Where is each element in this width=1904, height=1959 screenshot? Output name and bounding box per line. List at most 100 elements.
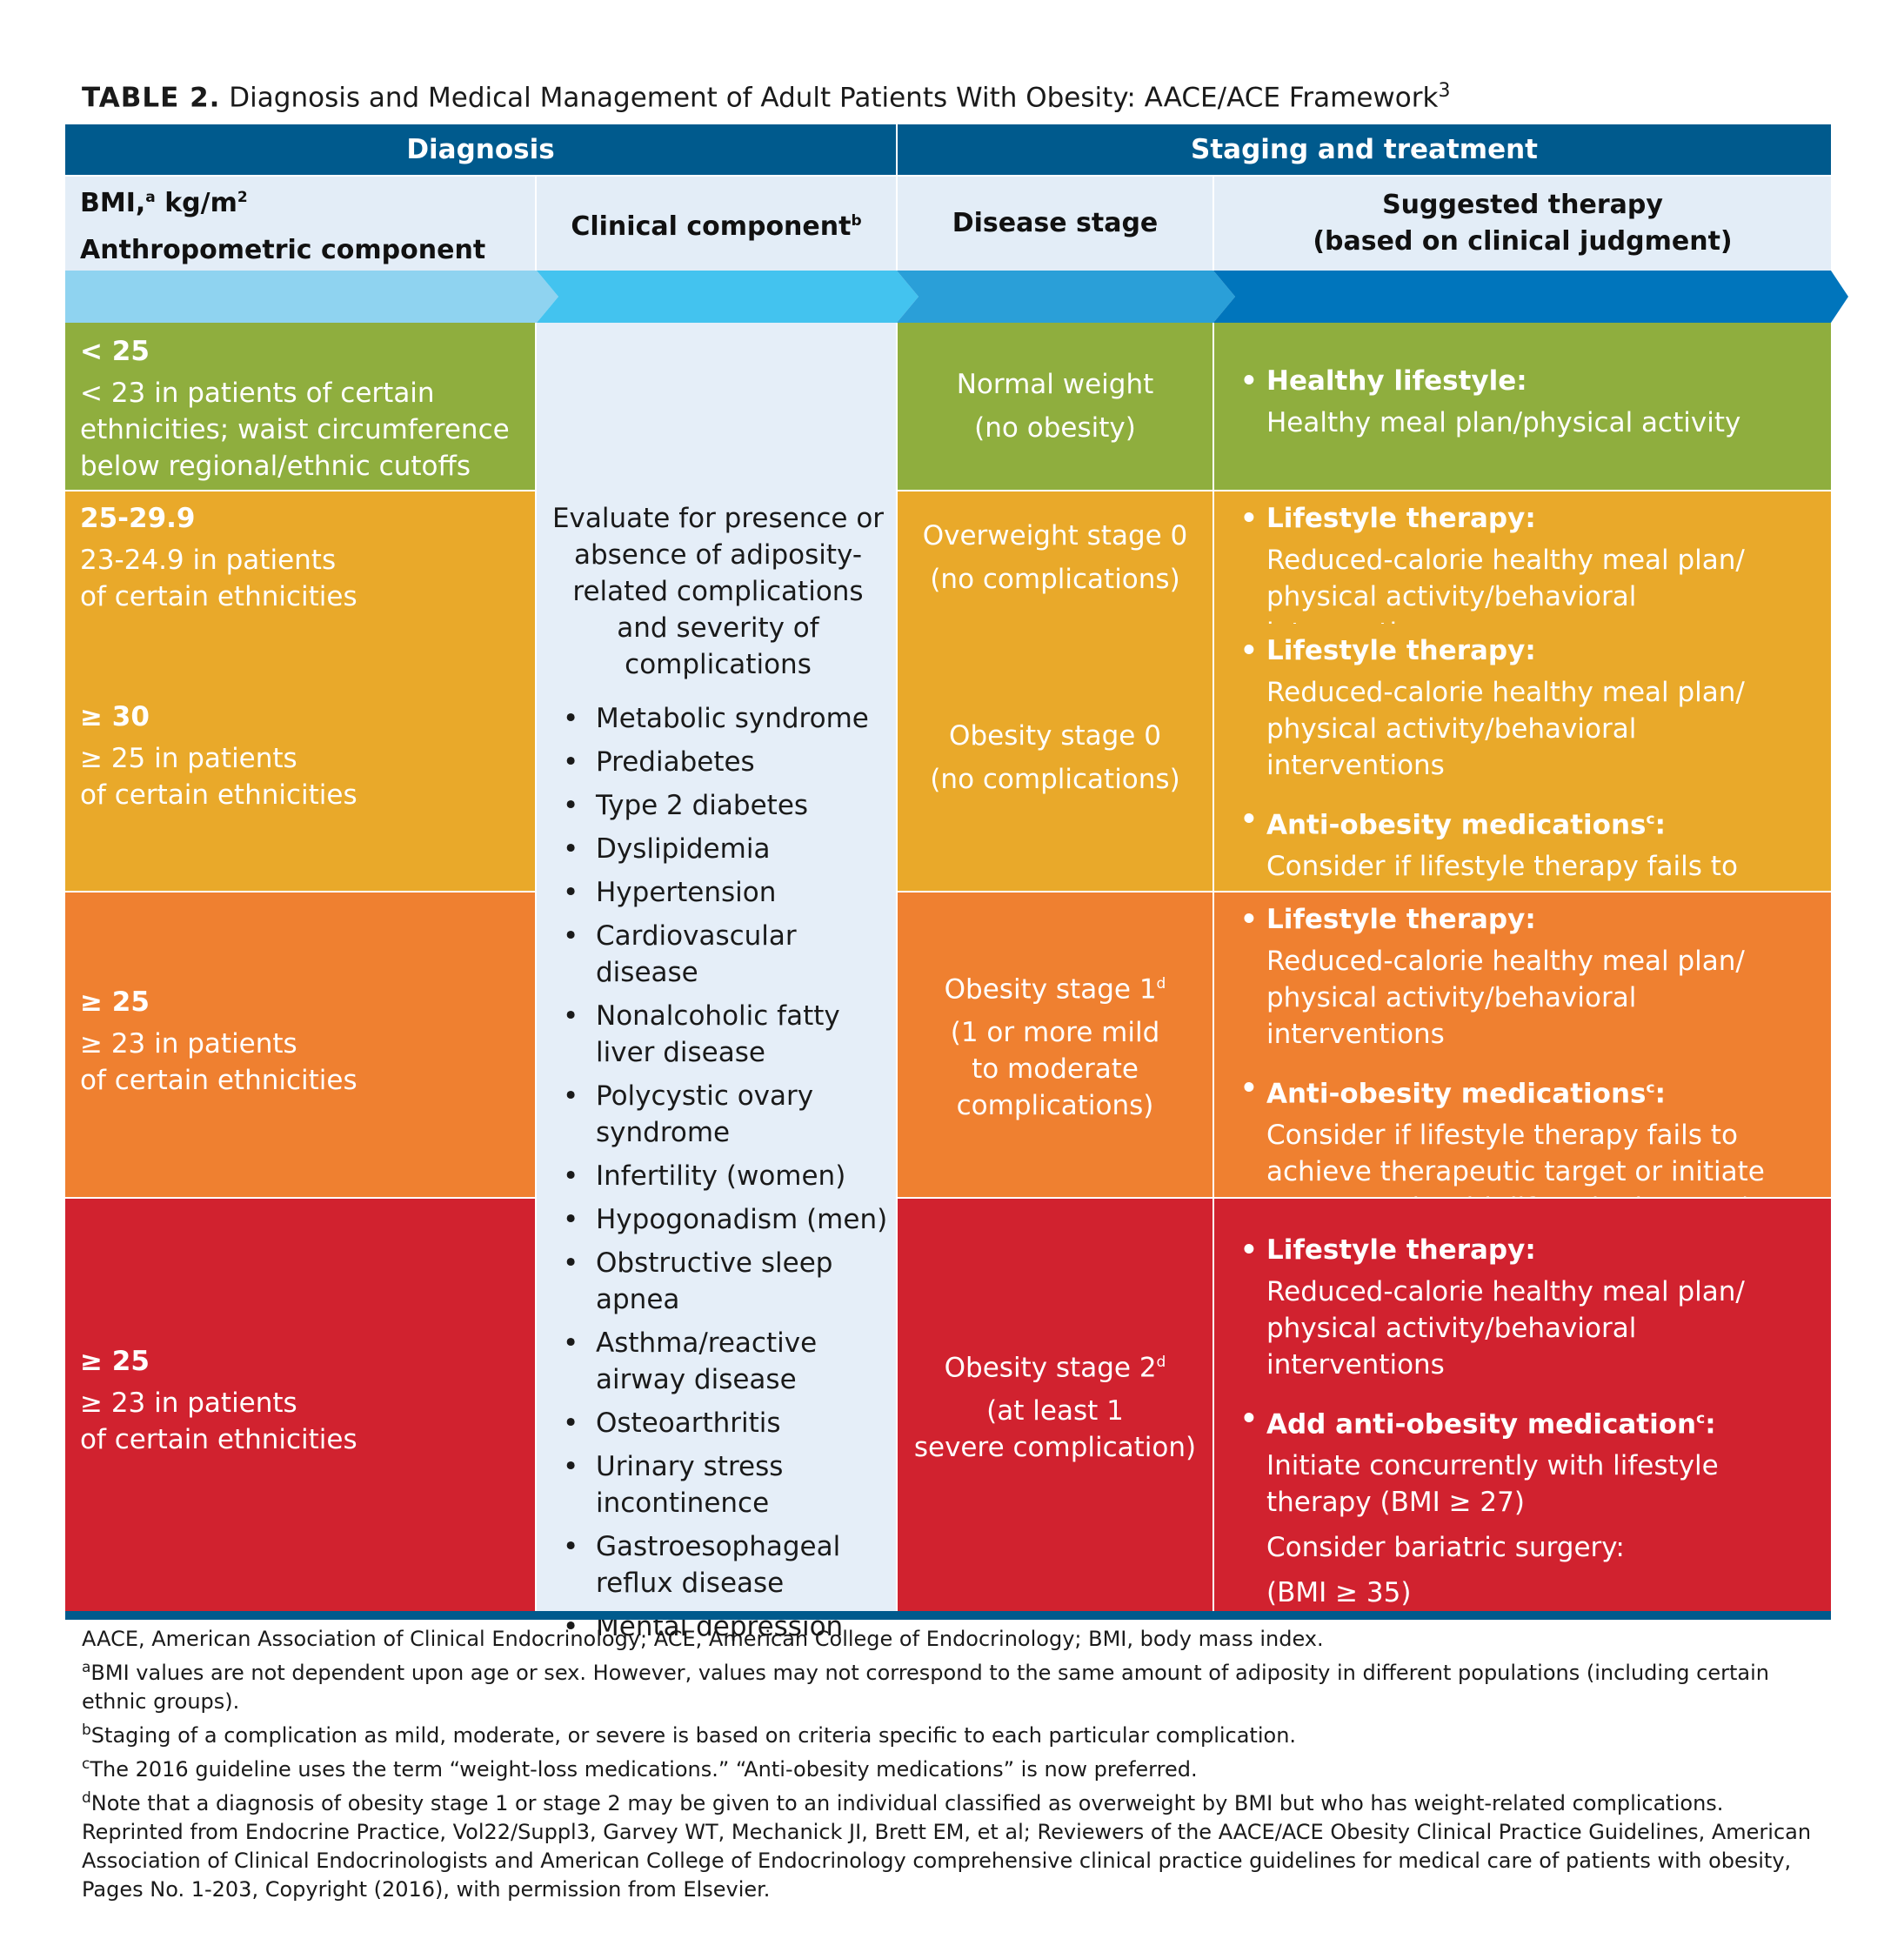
row5-bmi-note1: ≥ 23 in patients xyxy=(80,1387,297,1419)
complication-item: Cardiovascular disease xyxy=(544,918,892,991)
bmi-sup: a xyxy=(145,188,156,206)
complication-item: Infertility (women) xyxy=(544,1158,892,1194)
complication-item: Obstructive sleep apnea xyxy=(544,1245,892,1318)
row2-therapy-head: Lifestyle therapy: xyxy=(1240,500,1814,537)
row3-therapy-cell: Lifestyle therapy: Reduced-calorie healt… xyxy=(1214,624,1831,955)
row4-therapy-head2-text: Anti-obesity medications xyxy=(1266,1078,1647,1110)
clinical-column-header: Clinical componentb xyxy=(537,177,896,271)
row2-bmi-note2: of certain ethnicities xyxy=(80,581,357,612)
row2-therapy-cell: Lifestyle therapy: Reduced-calorie healt… xyxy=(1214,491,1831,649)
footnote-c: cThe 2016 guideline uses the term “weigh… xyxy=(82,1750,1839,1784)
row5-bmi-value: ≥ 25 xyxy=(80,1346,150,1377)
footnote-abbreviations: AACE, American Association of Clinical E… xyxy=(82,1627,1324,1651)
row1-stage-cell: Normal weight (no obesity) xyxy=(898,323,1213,490)
row2-stage-line2: (no complications) xyxy=(930,564,1180,595)
footnote-a-text: BMI values are not dependent upon age or… xyxy=(82,1661,1769,1714)
stage-column-header: Disease stage xyxy=(898,177,1213,271)
row5-therapy-text4: (BMI ≥ 35) xyxy=(1266,1577,1412,1609)
therapy-column-header: Suggested therapy (based on clinical jud… xyxy=(1214,177,1831,271)
row1-therapy-head: Healthy lifestyle: xyxy=(1240,363,1814,399)
row3-bmi-value: ≥ 30 xyxy=(80,701,150,732)
clinical-intro: Evaluate for presence or absence of adip… xyxy=(551,503,885,680)
footnote-b-text: Staging of a complication as mild, moder… xyxy=(90,1723,1297,1748)
row1-therapy-cell: Healthy lifestyle: Healthy meal plan/phy… xyxy=(1214,323,1831,490)
row4-bmi-value: ≥ 25 xyxy=(80,986,150,1018)
row5-bmi-cell: ≥ 25 ≥ 23 in patients of certain ethnici… xyxy=(65,1199,535,1611)
row2-bmi-note1: 23-24.9 in patients xyxy=(80,545,337,576)
title-reference: 3 xyxy=(1438,80,1451,102)
row5-stage-cell: Obesity stage 2d (at least 1 severe comp… xyxy=(898,1199,1213,1611)
row5-therapy-head2-sup: c xyxy=(1696,1410,1706,1427)
bmi-label: BMI, xyxy=(80,187,146,218)
table-title-text: Diagnosis and Medical Management of Adul… xyxy=(229,82,1439,114)
row1-therapy-text: Healthy meal plan/physical activity xyxy=(1266,407,1741,438)
row3-stage-line1: Obesity stage 0 xyxy=(949,719,1161,752)
row3-bmi-cell: ≥ 30 ≥ 25 in patients of certain ethnici… xyxy=(65,624,535,891)
row5-therapy-text3: Consider bariatric surgery: xyxy=(1266,1532,1625,1564)
row5-stage-line1: Obesity stage 2d xyxy=(945,1344,1166,1386)
row5-bmi-note2: of certain ethnicities xyxy=(80,1424,357,1455)
row4-therapy-cell: Lifestyle therapy: Reduced-calorie healt… xyxy=(1214,893,1831,1260)
row5-therapy-head2-text: Add anti-obesity medication xyxy=(1266,1408,1697,1441)
row2-therapy-text: Reduced-calorie healthy meal plan/ physi… xyxy=(1266,545,1745,649)
row5-stage-sup: d xyxy=(1156,1353,1166,1371)
row5-therapy-head2-colon: : xyxy=(1705,1408,1716,1441)
row5-stage-line3: severe complication) xyxy=(913,1432,1197,1464)
table-bottom-bar xyxy=(65,1611,1831,1620)
row3-therapy-head2: Anti-obesity medicationsc: xyxy=(1240,801,1814,843)
clinical-label: Clinical component xyxy=(571,211,852,242)
row5-therapy-text1: Reduced-calorie healthy meal plan/ physi… xyxy=(1266,1276,1745,1381)
row3-stage-cell: Obesity stage 0 (no complications) xyxy=(898,624,1213,891)
footnote-d-text: Note that a diagnosis of obesity stage 1… xyxy=(90,1791,1724,1815)
row5-therapy-head1: Lifestyle therapy: xyxy=(1240,1232,1814,1268)
complication-item: Asthma/reactive airway disease xyxy=(544,1325,892,1398)
bmi-header-line2: Anthropometric component xyxy=(80,234,486,265)
bmi-header-line1: BMI,a kg/m2 xyxy=(80,179,485,222)
complication-item: Hypogonadism (men) xyxy=(544,1201,892,1238)
footnote-a: aBMI values are not dependent upon age o… xyxy=(82,1654,1839,1716)
row1-bmi-value: < 25 xyxy=(80,336,150,367)
row2-stage-cell: Overweight stage 0 (no complications) xyxy=(898,491,1213,624)
complication-item: Prediabetes xyxy=(544,744,892,780)
therapy-header-line1: Suggested therapy xyxy=(1382,190,1663,220)
table-title: TABLE 2. Diagnosis and Medical Managemen… xyxy=(82,80,1450,113)
therapy-header-line2: (based on clinical judgment) xyxy=(1313,226,1733,257)
arrow-segment-2 xyxy=(537,271,919,323)
row3-therapy-head1: Lifestyle therapy: xyxy=(1240,632,1814,669)
row5-stage-line1-text: Obesity stage 2 xyxy=(944,1352,1157,1384)
complication-item: Urinary stress incontinence xyxy=(544,1448,892,1521)
row2-bmi-cell: 25-29.9 23-24.9 in patients of certain e… xyxy=(65,491,535,624)
arrow-segment-1 xyxy=(65,271,558,323)
row4-bmi-note1: ≥ 23 in patients xyxy=(80,1028,297,1060)
row4-bmi-cell: ≥ 25 ≥ 23 in patients of certain ethnici… xyxy=(65,893,535,1197)
complication-item: Metabolic syndrome xyxy=(544,700,892,737)
row3-stage-line2: (no complications) xyxy=(930,763,1180,795)
footnote-a-sup: a xyxy=(82,1659,91,1676)
row3-therapy-head2-colon: : xyxy=(1654,809,1666,841)
footnotes: AACE, American Association of Clinical E… xyxy=(82,1625,1839,1904)
row4-therapy-head1: Lifestyle therapy: xyxy=(1240,901,1814,938)
row5-therapy-cell: Lifestyle therapy: Reduced-calorie healt… xyxy=(1214,1199,1831,1611)
row3-therapy-head2-sup: c xyxy=(1646,811,1655,828)
row1-bmi-cell: < 25 < 23 in patients of certain ethnici… xyxy=(65,323,535,490)
arrow-segment-4 xyxy=(1213,271,1848,323)
staging-header: Staging and treatment xyxy=(898,124,1831,175)
complication-item: Gastroesophageal reflux disease xyxy=(544,1528,892,1601)
arrow-band xyxy=(65,271,1848,323)
row2-bmi-value: 25-29.9 xyxy=(80,503,196,534)
row1-stage-line2: (no obesity) xyxy=(974,412,1136,444)
row5-therapy-text2: Initiate concurrently with lifestyle the… xyxy=(1266,1450,1719,1519)
footnote-d: dNote that a diagnosis of obesity stage … xyxy=(82,1784,1839,1818)
footnote-d-sup: d xyxy=(82,1789,91,1807)
complication-item: Hypertension xyxy=(544,874,892,911)
bmi-unit: kg/m xyxy=(164,187,237,218)
bmi-column-header: BMI,a kg/m2 Anthropometric component xyxy=(65,177,535,271)
row3-therapy-head2-text: Anti-obesity medications xyxy=(1266,809,1647,841)
footnote-b: bStaging of a complication as mild, mode… xyxy=(82,1716,1839,1750)
row5-stage-line2: (at least 1 xyxy=(986,1395,1124,1427)
footnote-reprint: Reprinted from Endocrine Practice, Vol22… xyxy=(82,1820,1812,1902)
complication-item: Dyslipidemia xyxy=(544,831,892,867)
row2-stage-line1: Overweight stage 0 xyxy=(922,520,1188,552)
bmi-unit-sup: 2 xyxy=(237,188,248,206)
row1-bmi-note: < 23 in patients of certain ethnicities;… xyxy=(80,378,510,482)
